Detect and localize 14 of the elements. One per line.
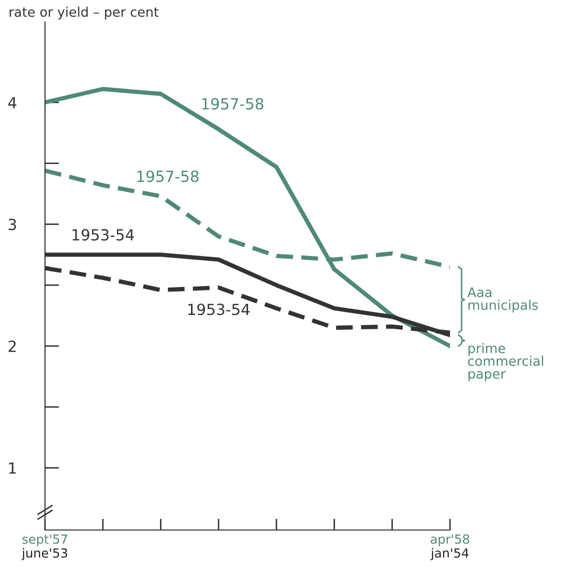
text: prime commercial paper — [468, 343, 544, 382]
series-label: 1953-54 — [72, 229, 134, 241]
x-tick-label: sept'57 june'53 — [22, 534, 68, 560]
y-axis-title: rate or yield – per cent — [10, 6, 159, 20]
line-series — [45, 86, 450, 348]
y-tick-label: 1 — [9, 462, 16, 474]
x-tick-label: apr'58 jan'54 — [430, 534, 470, 560]
y-tick-label: 3 — [8, 218, 16, 230]
text: Aaa municipals — [467, 287, 538, 313]
y-tick-label: 2 — [8, 340, 16, 352]
series-label: 1957-58 — [202, 98, 264, 110]
series-label: 1957-58 — [137, 170, 199, 182]
y-tick-label: 4 — [8, 97, 16, 108]
series-label: 1953-54 — [188, 304, 250, 316]
